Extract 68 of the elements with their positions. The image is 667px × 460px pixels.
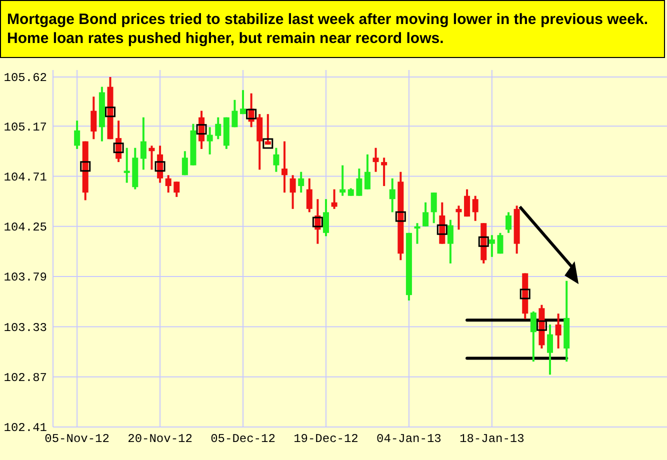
point	[113, 142, 124, 154]
x-tick-label: 05-Dec-12	[210, 432, 276, 446]
point	[312, 216, 323, 228]
candlestick	[140, 116, 146, 171]
candlestick	[331, 188, 338, 210]
candlestick	[456, 204, 462, 231]
point	[536, 320, 547, 331]
x-tick-label: 04-Jan-13	[376, 432, 442, 446]
point	[262, 138, 274, 149]
candlestick	[472, 194, 478, 222]
candlestick	[547, 324, 554, 376]
candlestick	[306, 177, 312, 214]
candlestick	[264, 113, 271, 146]
candlestick	[182, 150, 188, 176]
candlestick	[381, 156, 388, 188]
candlestick	[90, 96, 97, 140]
candlestick	[414, 222, 420, 245]
point	[154, 161, 166, 172]
x-tick-label: 19-Dec-12	[294, 432, 358, 446]
y-tick-label: 105.17	[4, 120, 47, 134]
point	[436, 224, 448, 235]
candlestick	[555, 312, 562, 350]
point	[395, 211, 406, 222]
x-tick-label: 20-Nov-12	[128, 432, 192, 446]
x-tick-label: 05-Nov-12	[44, 432, 110, 446]
candlestick	[273, 146, 280, 173]
y-tick-label: 103.79	[4, 270, 47, 285]
candlestick	[372, 146, 379, 173]
candlestick	[240, 89, 246, 116]
y-tick-label: 104.71	[4, 170, 47, 184]
point	[196, 124, 207, 135]
point	[246, 108, 257, 120]
candlestick	[322, 198, 329, 238]
candlestick	[298, 170, 304, 194]
candlestick	[148, 144, 155, 171]
candlestick	[340, 164, 346, 197]
point	[520, 288, 530, 300]
y-tick-label: 104.25	[4, 220, 47, 235]
candlestick	[165, 174, 172, 194]
candlestick	[281, 140, 288, 194]
y-tick-label: 105.62	[4, 71, 47, 86]
candlestick	[530, 310, 536, 363]
y-tick-label: 102.41	[4, 421, 47, 436]
candlestick	[290, 174, 296, 210]
candlestick	[124, 146, 130, 184]
point	[105, 106, 116, 118]
candlestick	[464, 188, 470, 218]
candlestick	[364, 153, 370, 190]
candlestick	[488, 234, 495, 258]
point	[478, 236, 489, 247]
candlestick	[215, 116, 222, 140]
x-tick-label: 18-Jan-13	[460, 432, 524, 446]
candlestick	[447, 218, 454, 264]
y-tick-label: 103.33	[4, 320, 47, 335]
candlestick	[206, 126, 213, 156]
candlestick	[256, 113, 263, 171]
candlestick	[74, 120, 80, 150]
y-tick-label: 102.87	[4, 371, 47, 386]
candlestick	[422, 201, 429, 228]
candlestick	[430, 192, 437, 224]
candlestick	[389, 177, 396, 214]
point	[80, 161, 91, 172]
candlestick	[506, 211, 512, 234]
chart-title: Mortgage Bond prices tried to stabilize last week after moving lower in the previous week. Home loan rates pushed higher, but remain near record lows.	[0, 0, 665, 58]
candlestick	[174, 180, 180, 198]
candlestick	[356, 168, 362, 197]
candlestick	[497, 232, 504, 255]
candlestick	[232, 98, 238, 128]
